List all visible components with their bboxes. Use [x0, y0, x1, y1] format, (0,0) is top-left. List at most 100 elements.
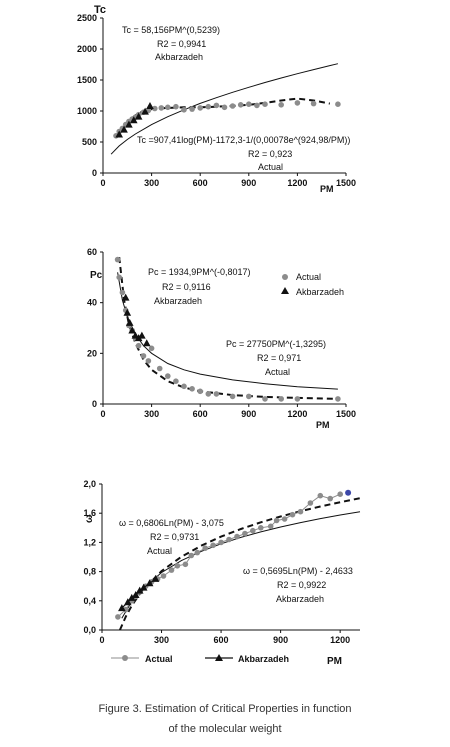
- data-point-actual: [165, 104, 171, 111]
- data-point-akbarzadeh: [138, 331, 146, 339]
- pc-eq-actual: Pc = 27750PM^(-1,3295): [226, 339, 326, 349]
- data-point-actual: [278, 396, 285, 402]
- tc-eq-actual: Tc =907,41log(PM)-1172,3-1/(0,00078e^(92…: [137, 135, 350, 145]
- y-tick-label: 2,0: [83, 479, 96, 489]
- data-point-actual: [165, 373, 171, 379]
- x-tick-label: 0: [100, 409, 105, 419]
- omega-eq-akbarzadeh: ω = 0,5695Ln(PM) - 2,4633: [243, 566, 353, 576]
- data-point-actual: [115, 614, 121, 620]
- data-point-akbarzadeh: [146, 102, 154, 110]
- y-tick-label: 1,6: [83, 508, 96, 518]
- data-point-highlight: [345, 489, 352, 496]
- data-point-akbarzadeh: [145, 579, 154, 587]
- pc-r2-actual: R2 = 0,971: [257, 353, 301, 363]
- omega-label-akbarzadeh: Akbarzadeh: [276, 594, 324, 604]
- chart-pc: Pc PM 0 300 600 900 1200 1500 0 20 40 60 Pc = 193…: [87, 247, 356, 430]
- data-point-actual: [168, 567, 175, 573]
- chart-omega: ω PM 0 300 600 900 1200 0,0 0,4 0,8 1,2 1,6 2,0 ω …: [83, 479, 361, 667]
- x-tick-label: 1200: [287, 409, 307, 419]
- y-tick-label: 1,2: [83, 537, 96, 547]
- x-tick-label: 900: [241, 178, 256, 188]
- data-point-actual: [226, 536, 232, 543]
- data-point-akbarzadeh: [124, 598, 132, 606]
- series-dashed-actual-correlation: [118, 97, 330, 134]
- omega-ylabel: ω: [84, 514, 95, 523]
- x-tick-label: 600: [214, 635, 229, 645]
- data-point-actual: [205, 103, 212, 110]
- figure-caption-line-1: Figure 3. Estimation of Critical Propert…: [98, 703, 352, 715]
- x-tick-label: 1500: [336, 178, 356, 188]
- data-point-actual: [250, 527, 256, 534]
- data-point-akbarzadeh: [118, 604, 126, 612]
- y-tick-label: 20: [87, 348, 97, 358]
- x-tick-label: 600: [193, 178, 208, 188]
- data-point-actual: [197, 388, 203, 395]
- data-point-actual: [294, 100, 301, 106]
- data-point-actual: [119, 289, 126, 296]
- data-point-akbarzadeh: [131, 590, 140, 598]
- data-point-actual: [281, 516, 288, 522]
- y-tick-label: 2000: [77, 44, 97, 54]
- pc-legend-akbarzadeh-marker: [281, 287, 289, 294]
- data-point-actual: [289, 511, 296, 518]
- x-tick-label: 300: [144, 178, 159, 188]
- data-point-actual: [335, 396, 341, 402]
- tc-r2-actual: R2 = 0,923: [248, 149, 292, 159]
- data-point-actual: [173, 378, 179, 385]
- data-point-akbarzadeh: [141, 107, 149, 115]
- data-point-actual: [258, 525, 264, 531]
- data-point-akbarzadeh: [128, 326, 136, 334]
- x-tick-label: 300: [154, 635, 169, 645]
- data-point-actual: [189, 386, 195, 392]
- omega-r2-actual: R2 = 0,9731: [150, 532, 199, 542]
- x-tick-label: 300: [144, 409, 159, 419]
- data-point-actual: [194, 549, 201, 556]
- data-point-actual: [210, 542, 216, 549]
- data-point-actual: [294, 396, 301, 402]
- data-point-actual: [213, 102, 220, 109]
- data-point-actual: [242, 530, 248, 537]
- x-tick-label: 0: [100, 178, 105, 188]
- data-point-akbarzadeh: [151, 574, 160, 582]
- data-point-akbarzadeh: [134, 112, 143, 120]
- data-point-actual: [327, 495, 334, 502]
- data-point-actual: [246, 101, 252, 107]
- data-point-actual: [229, 103, 236, 109]
- data-point-actual: [182, 561, 189, 568]
- data-point-actual: [218, 539, 224, 546]
- data-point-actual: [262, 101, 268, 107]
- pc-ylabel: Pc: [90, 270, 103, 281]
- data-point-actual: [273, 517, 280, 524]
- tc-label-actual: Actual: [258, 162, 283, 172]
- data-point-actual: [148, 345, 155, 352]
- data-point-akbarzadeh: [142, 339, 151, 347]
- data-point-actual: [310, 100, 317, 107]
- y-tick-label: 0,4: [83, 596, 96, 606]
- data-point-actual: [173, 103, 179, 110]
- data-point-actual: [188, 552, 195, 559]
- omega-legend-actual-marker: [122, 655, 128, 661]
- pc-r2-akbarzadeh: R2 = 0,9116: [162, 282, 211, 292]
- data-point-actual: [278, 102, 285, 108]
- pc-xlabel: PM: [316, 420, 330, 430]
- tc-xlabel: PM: [320, 184, 334, 194]
- y-tick-label: 60: [87, 247, 97, 257]
- omega-label-actual: Actual: [147, 546, 172, 556]
- data-point-actual: [181, 383, 187, 390]
- omega-r2-akbarzadeh: R2 = 0,9922: [277, 580, 326, 590]
- data-point-actual: [262, 396, 268, 402]
- data-point-actual: [246, 393, 252, 400]
- data-point-actual: [297, 508, 304, 515]
- tc-r2-akbarzadeh: R2 = 0,9941: [157, 39, 206, 49]
- data-point-actual: [189, 106, 195, 112]
- data-point-akbarzadeh: [125, 120, 133, 128]
- x-tick-label: 900: [241, 409, 256, 419]
- y-tick-label: 0,0: [83, 625, 96, 635]
- data-point-akbarzadeh: [129, 116, 138, 124]
- y-tick-label: 40: [87, 298, 97, 308]
- x-tick-label: 0: [99, 635, 104, 645]
- pc-legend-actual-marker: [282, 274, 288, 280]
- data-point-akbarzadeh: [125, 318, 134, 326]
- data-point-actual: [158, 105, 165, 111]
